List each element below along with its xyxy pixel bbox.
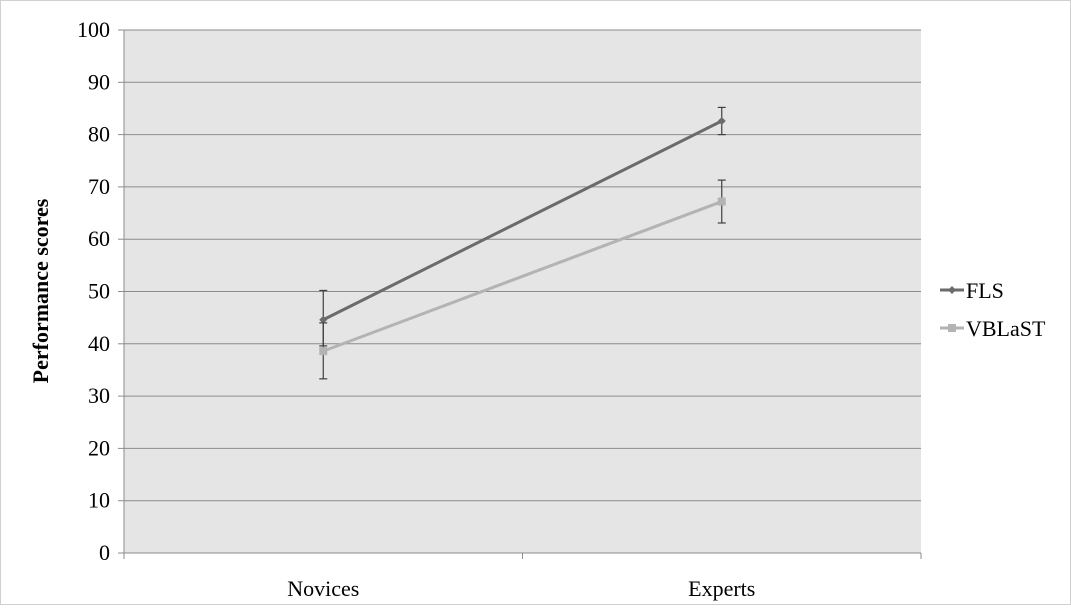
legend-item-fls: FLS bbox=[940, 278, 1004, 303]
y-tick-label: 40 bbox=[88, 331, 110, 356]
legend-label: VBLaST bbox=[966, 316, 1046, 341]
series-line bbox=[322, 200, 723, 353]
y-axis-title: Performance scores bbox=[28, 198, 53, 383]
legend-marker bbox=[948, 324, 956, 332]
legend-marker bbox=[948, 286, 956, 294]
series-line bbox=[322, 119, 723, 322]
series-group bbox=[319, 106, 726, 380]
y-tick-label: 100 bbox=[77, 17, 110, 42]
legend-item-vblast: VBLaST bbox=[940, 316, 1046, 341]
data-point bbox=[717, 117, 726, 126]
legend-label: FLS bbox=[966, 278, 1004, 303]
data-point bbox=[717, 197, 726, 206]
y-tick-label: 0 bbox=[99, 540, 110, 565]
y-tick-label: 10 bbox=[88, 488, 110, 513]
y-tick-label: 80 bbox=[88, 122, 110, 147]
legend: FLS VBLaST bbox=[940, 278, 1046, 341]
y-tick-label: 60 bbox=[88, 226, 110, 251]
axes: 0 10 20 30 40 50 60 70 80 90 100 Novices Experts bbox=[77, 17, 922, 601]
y-tick-label: 70 bbox=[88, 174, 110, 199]
y-tick-label: 30 bbox=[88, 383, 110, 408]
x-tick-label: Experts bbox=[688, 576, 755, 601]
y-tick-label: 90 bbox=[88, 69, 110, 94]
y-tick-label: 20 bbox=[88, 435, 110, 460]
y-tick-label: 50 bbox=[88, 279, 110, 304]
series-fls bbox=[319, 106, 726, 347]
data-point bbox=[319, 315, 328, 324]
series-vblast bbox=[319, 179, 726, 380]
x-tick-label: Novices bbox=[287, 576, 359, 601]
data-point bbox=[319, 347, 328, 356]
plot-area bbox=[124, 29, 921, 553]
